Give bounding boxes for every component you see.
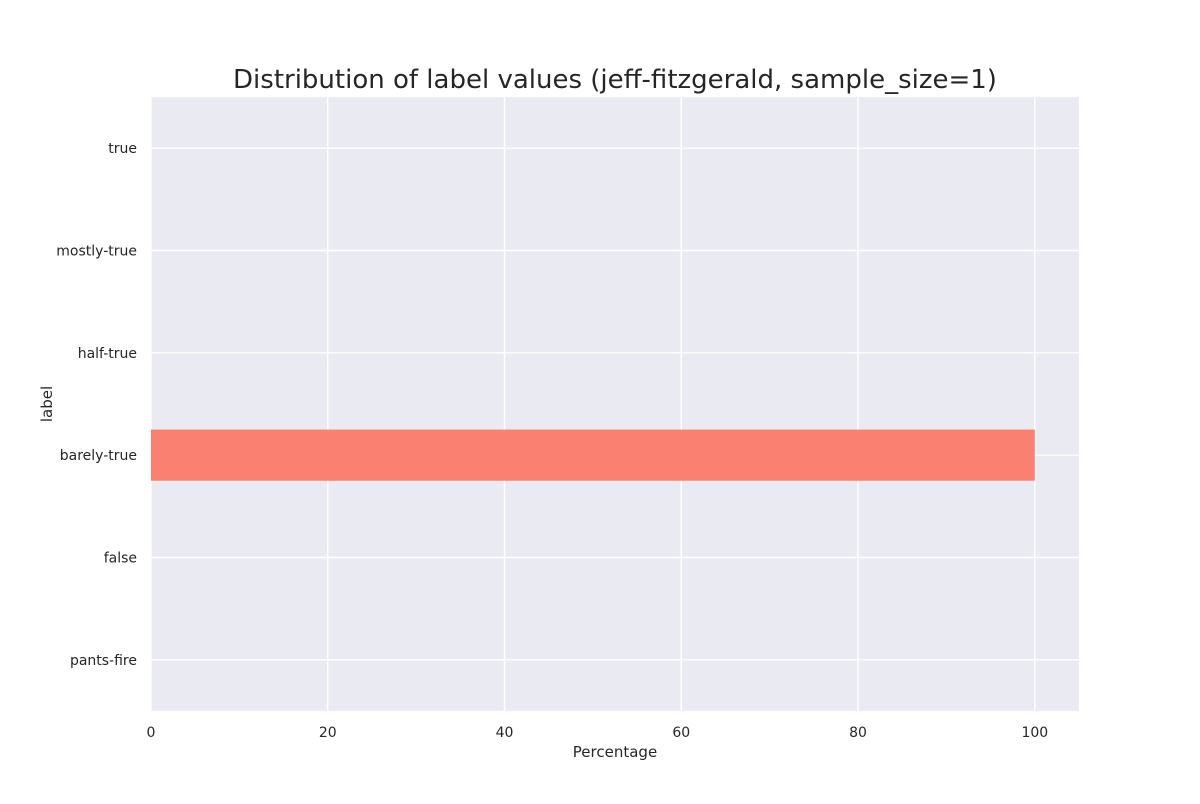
x-tick-label: 20 [319, 725, 337, 741]
x-tick-label: 100 [1021, 725, 1048, 741]
y-tick-label: true [108, 141, 137, 157]
chart-title: Distribution of label values (jeff-fitzg… [233, 65, 997, 95]
plot-background [151, 97, 1079, 711]
bars [151, 429, 1035, 481]
y-tick-label: pants-fire [70, 653, 137, 669]
y-tick-label: false [104, 551, 137, 567]
y-tick-label: half-true [78, 346, 137, 362]
tick-labels: 0 20 40 60 80 100 true mostly-true half-true bare… [56, 141, 1048, 741]
x-tick-label: 40 [496, 725, 514, 741]
x-tick-label: 60 [672, 725, 690, 741]
y-tick-label: mostly-true [56, 244, 137, 260]
x-tick-label: 0 [147, 725, 156, 741]
bar-barely-true [151, 429, 1035, 481]
x-tick-label: 80 [849, 725, 867, 741]
y-tick-label: barely-true [60, 448, 137, 464]
x-axis-label: Percentage [573, 743, 657, 761]
y-axis-label: label [38, 386, 56, 422]
